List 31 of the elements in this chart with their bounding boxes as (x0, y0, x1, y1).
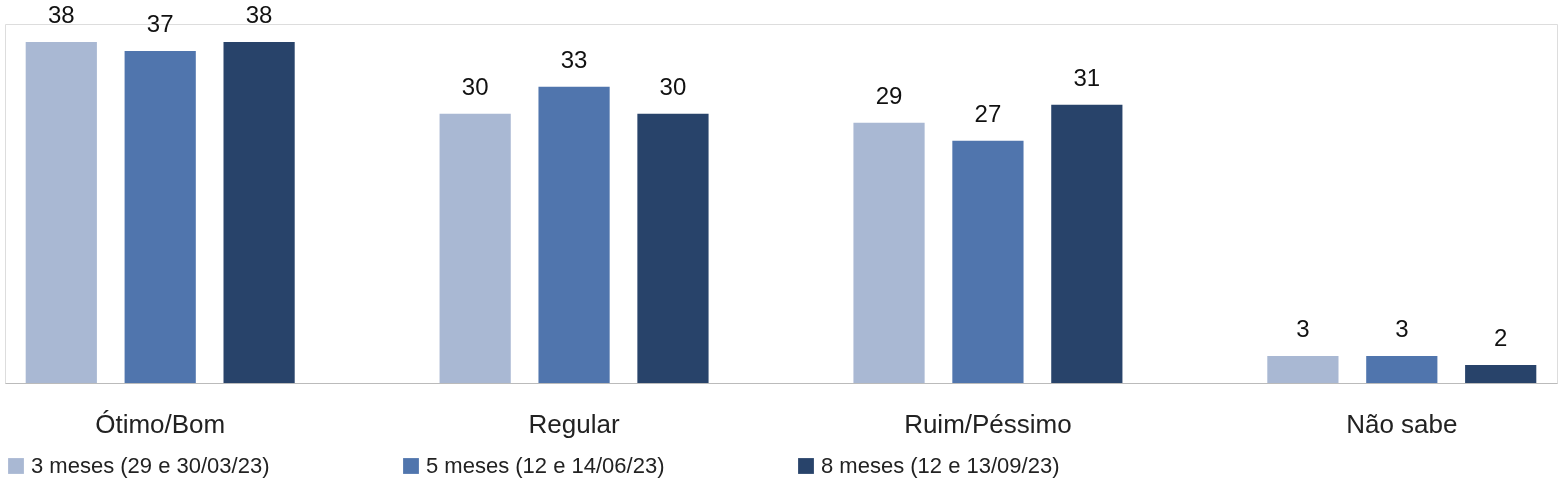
bar (853, 122, 925, 383)
bar (952, 140, 1024, 383)
data-label: 29 (875, 81, 903, 109)
x-tick-label: Não sabe (1346, 408, 1458, 439)
legend-label: 8 meses (12 e 13/09/23) (821, 453, 1060, 478)
bar (538, 86, 610, 383)
data-label: 38 (47, 0, 75, 28)
bar (637, 113, 709, 383)
bar (439, 113, 511, 383)
bar (1366, 356, 1438, 383)
x-tick-label: Ruim/Péssimo (904, 408, 1072, 439)
x-tick-label: Regular (528, 408, 620, 439)
bar (124, 50, 196, 383)
x-tick-label: Ótimo/Bom (95, 408, 226, 439)
data-label: 33 (560, 45, 588, 73)
bar (1051, 104, 1123, 383)
data-label: 37 (146, 9, 174, 37)
data-label: 3 (1395, 315, 1409, 343)
data-label: 3 (1296, 315, 1310, 343)
data-label: 31 (1073, 63, 1101, 91)
bar (223, 41, 295, 383)
data-label: 27 (974, 99, 1002, 127)
data-label: 30 (461, 72, 489, 100)
data-label: 2 (1494, 324, 1508, 352)
legend-label: 5 meses (12 e 14/06/23) (426, 453, 665, 478)
bar (1465, 365, 1537, 383)
legend-label: 3 meses (29 e 30/03/23) (31, 453, 270, 478)
data-label: 38 (245, 0, 273, 28)
data-label: 30 (659, 72, 687, 100)
bar (25, 41, 97, 383)
bar (1267, 356, 1339, 383)
